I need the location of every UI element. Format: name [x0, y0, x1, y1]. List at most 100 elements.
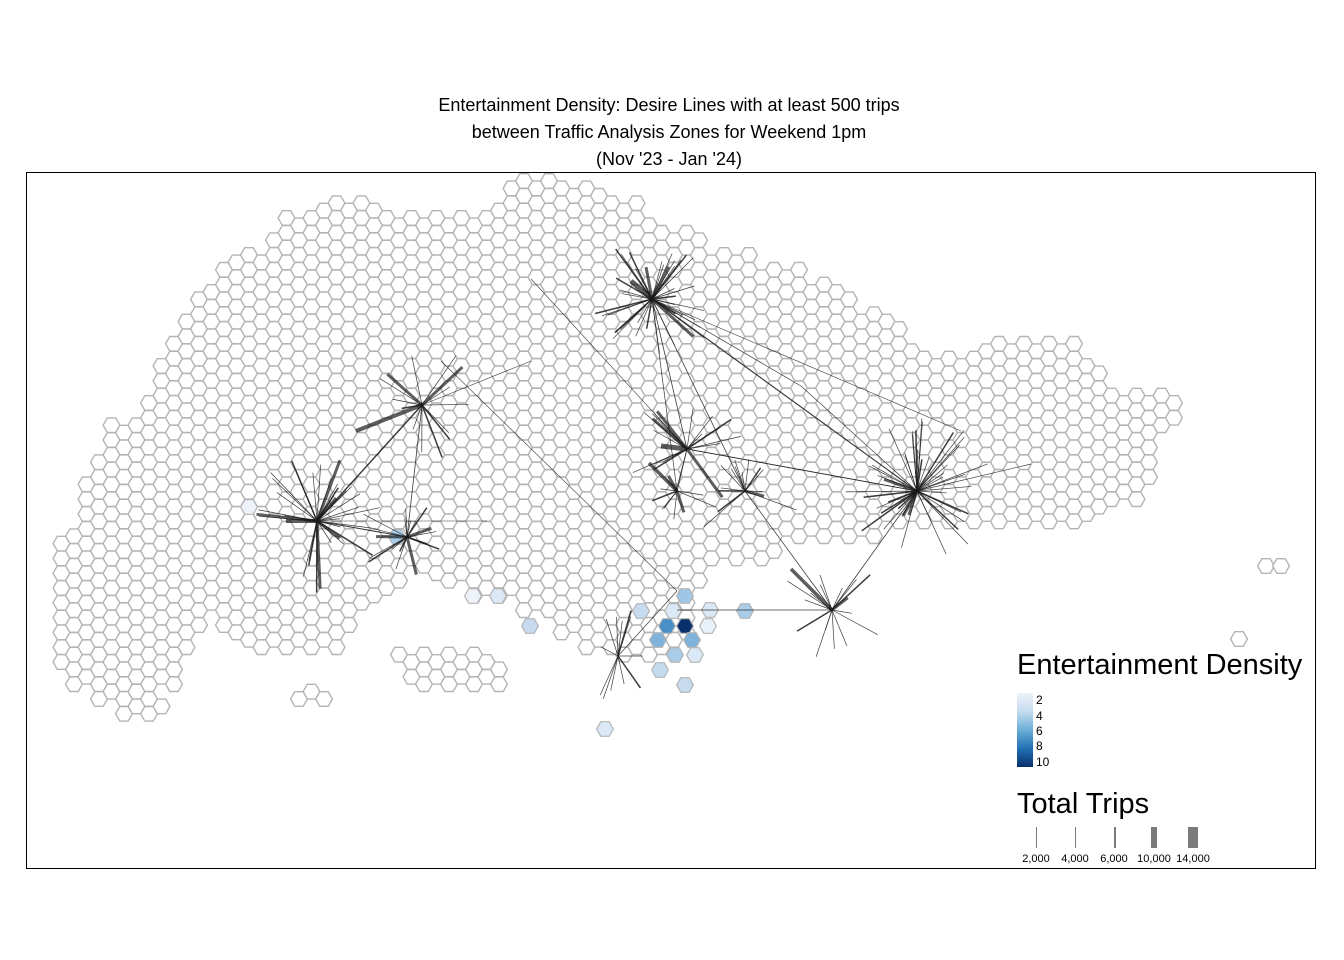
heavy-desire-line	[660, 443, 688, 452]
hub-central-south-line	[676, 490, 704, 496]
trip-label: 2,000	[1022, 853, 1050, 865]
hex-zone	[689, 232, 709, 249]
hub-central-line	[653, 448, 688, 471]
density-hex-zone	[463, 588, 483, 604]
hex-zone	[152, 698, 171, 715]
density-tick: 2	[1036, 693, 1043, 707]
hub-north-line	[628, 252, 653, 300]
hub-east-line	[916, 490, 962, 513]
hub-east-line	[916, 444, 960, 492]
trips-legend-title: Total Trips	[1017, 788, 1150, 820]
hex-zone	[789, 261, 809, 278]
hub-central-south-line	[663, 490, 678, 509]
hex-zone	[764, 543, 784, 559]
hub-southeast-line	[831, 609, 878, 635]
desire-line-link	[800, 385, 918, 492]
hub-central-east-line	[717, 490, 746, 513]
trip-label: 14,000	[1176, 853, 1210, 865]
hub-north-line	[595, 298, 653, 315]
hub-south-line	[617, 655, 625, 685]
hub-south-line	[617, 620, 623, 657]
heavy-desire-line	[355, 403, 423, 433]
hex-zone	[739, 247, 759, 263]
hex-zone	[1256, 558, 1276, 574]
title-line-3: (Nov '23 - Jan '24)	[596, 149, 742, 169]
hex-zone	[1127, 491, 1146, 508]
hub-central-line	[644, 412, 688, 450]
hub-northwest-line	[386, 373, 423, 407]
hub-southeast-line	[831, 587, 843, 611]
hub-east-line	[897, 490, 918, 510]
map-title: Entertainment Density: Desire Lines with…	[0, 92, 1338, 173]
hub-north-line	[621, 293, 653, 300]
hub-central-south-line	[676, 490, 716, 508]
hub-north-line	[651, 298, 696, 321]
desire-line-link	[916, 463, 1032, 492]
hub-southeast-line	[831, 609, 852, 614]
hub-west-line	[312, 472, 318, 522]
desire-line-link	[651, 298, 802, 387]
desire-lines-layer	[256, 248, 1032, 699]
desire-line-link	[617, 590, 678, 657]
hub-south-line	[600, 646, 619, 657]
hex-zone	[1139, 439, 1159, 456]
hex-zone	[889, 321, 909, 337]
hub-west-central-line	[363, 513, 408, 538]
hub-east-line	[916, 459, 923, 492]
density-hex-zone	[735, 603, 755, 619]
hub-north-line	[651, 285, 695, 300]
trip-label: 6,000	[1100, 853, 1128, 865]
hub-east-line	[916, 490, 947, 494]
hub-west-central-line	[369, 536, 408, 559]
hub-central-south-line	[651, 490, 678, 502]
hub-south-line	[616, 616, 619, 657]
hex-zone	[1164, 409, 1184, 426]
hub-north-line	[614, 298, 653, 334]
hub-east-line	[916, 490, 965, 522]
hub-east-line	[880, 490, 918, 514]
hub-east-line	[861, 490, 918, 532]
density-hex-zone	[675, 677, 695, 693]
desire-line-link	[651, 298, 688, 450]
density-hex-zone	[663, 603, 683, 619]
hub-east-line	[845, 490, 918, 493]
hub-central-line	[686, 418, 732, 450]
hub-southeast-line	[819, 574, 833, 611]
density-hex-zone	[239, 499, 259, 515]
trip-width-swatch	[1075, 827, 1076, 848]
hub-west-central-line	[406, 526, 432, 539]
hub-east-line	[916, 418, 923, 492]
hub-east-line	[915, 430, 918, 492]
heavy-desire-line	[789, 567, 834, 612]
density-hex-zone	[675, 618, 695, 634]
hub-west-line	[272, 478, 318, 522]
hub-northwest-line	[421, 355, 457, 406]
hex-zone	[1139, 469, 1159, 485]
trip-width-swatch	[1114, 827, 1116, 848]
hex-zone	[389, 572, 409, 589]
hub-north-line	[650, 297, 695, 338]
hub-south-line	[617, 655, 642, 689]
hub-west-line	[316, 464, 321, 522]
hub-east-line	[883, 490, 918, 530]
hex-zone	[1139, 454, 1159, 471]
hub-central-line	[686, 436, 742, 450]
hub-north-line	[651, 261, 663, 300]
hub-east-line	[876, 490, 918, 509]
desire-line-link	[686, 448, 918, 492]
hub-west-line	[276, 492, 318, 522]
hub-east-line	[871, 464, 918, 492]
title-line-2: between Traffic Analysis Zones for Weeke…	[471, 122, 867, 142]
hub-west-line	[316, 506, 359, 522]
hub-central-south-line	[673, 490, 678, 520]
hub-east-line	[863, 490, 918, 499]
density-hex-zone	[488, 588, 508, 604]
hub-central-east-line	[720, 465, 746, 492]
hub-southeast-line	[831, 609, 835, 649]
density-hex-zone	[682, 632, 702, 648]
density-legend-title: Entertainment Density	[1017, 649, 1303, 681]
hub-west-line	[270, 472, 318, 522]
hub-west-line	[315, 459, 342, 522]
desire-line-link	[651, 298, 918, 492]
trip-label: 10,000	[1137, 853, 1171, 865]
